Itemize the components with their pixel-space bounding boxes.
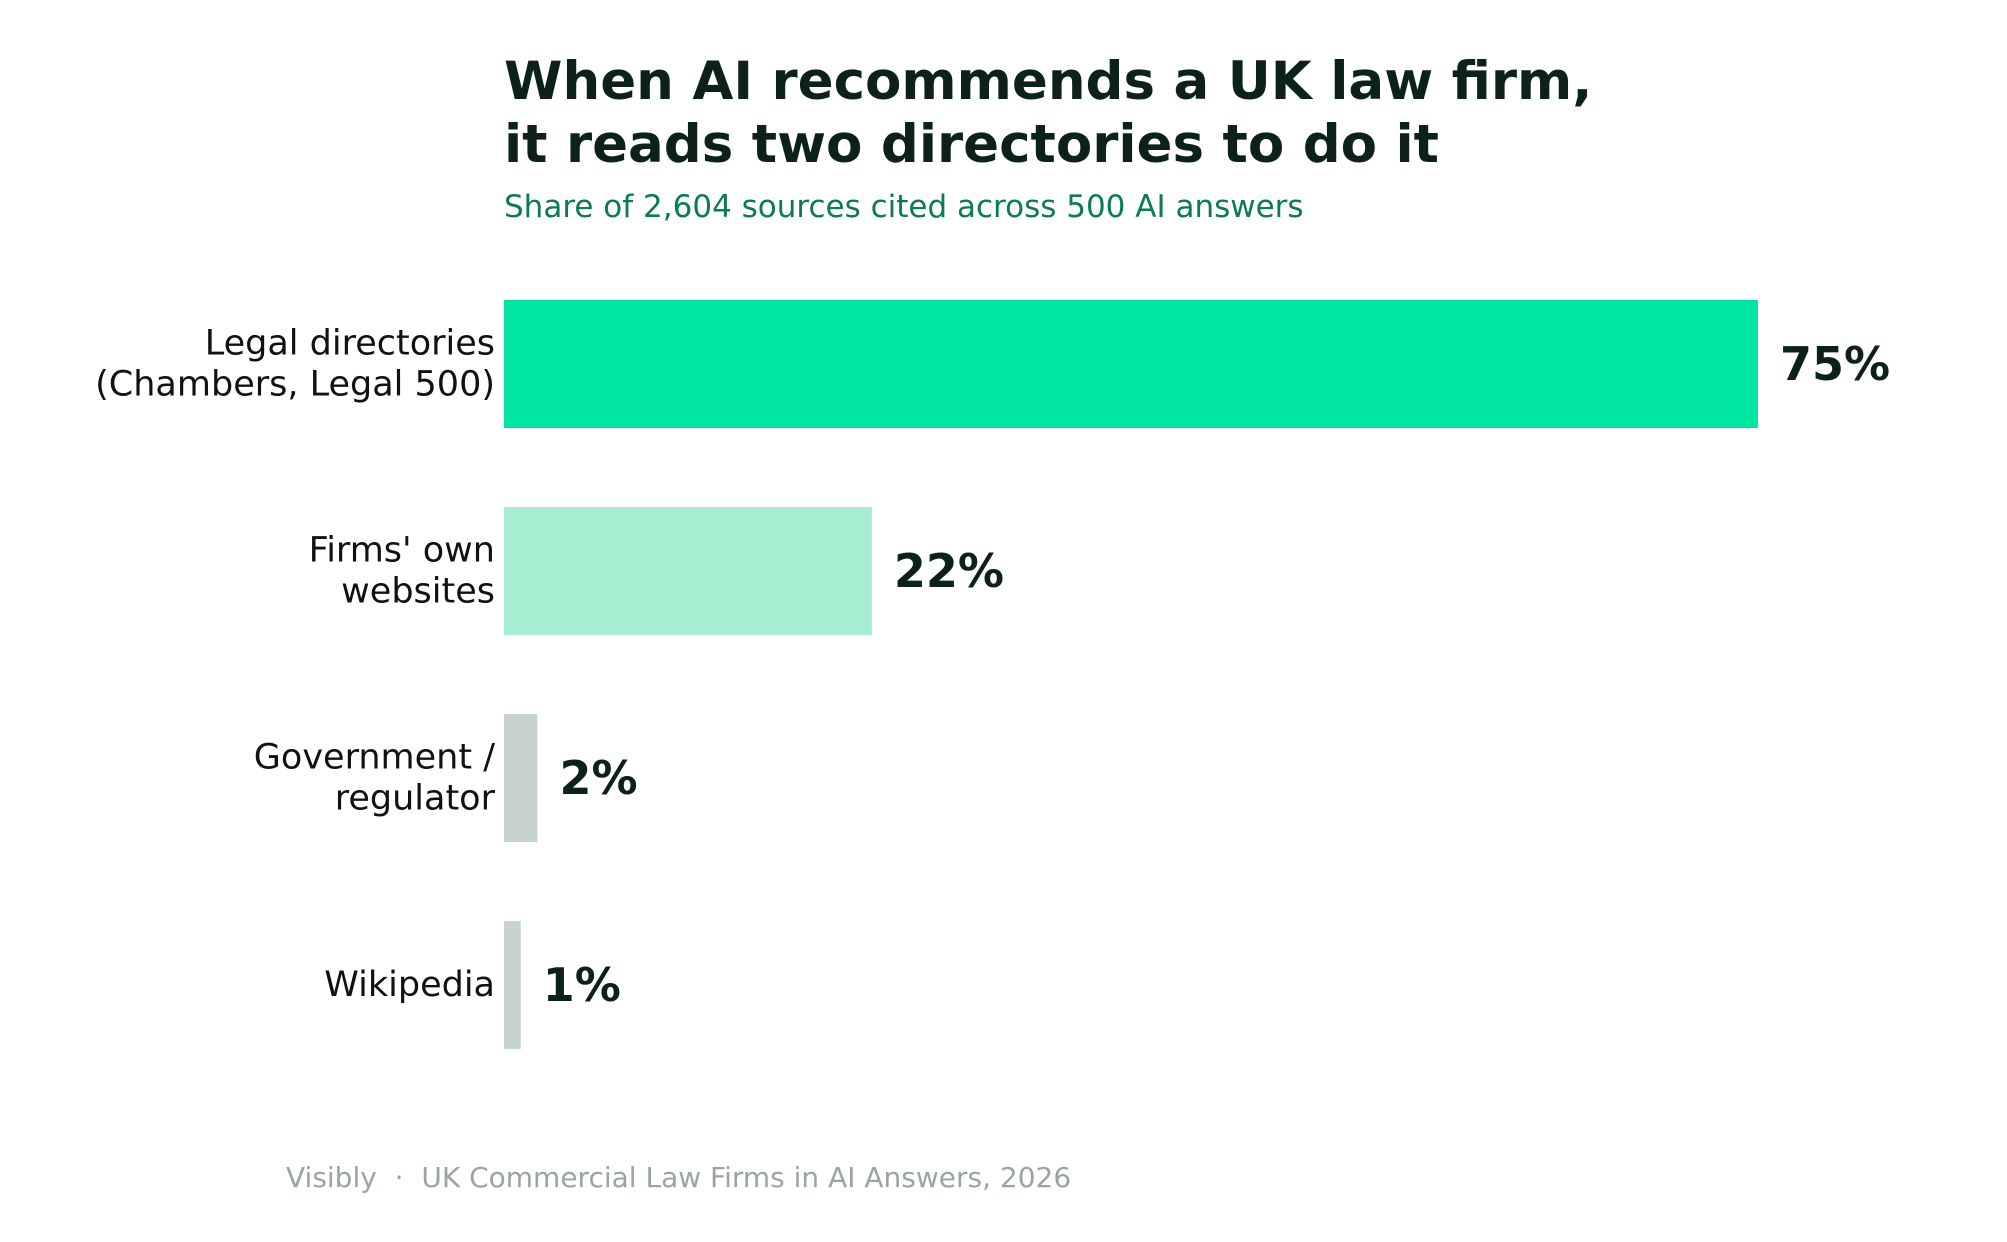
report-name: UK Commercial Law Firms in AI Answers, 2… xyxy=(421,1161,1072,1194)
chart-title-line-2: it reads two directories to do it xyxy=(504,114,1440,175)
chart-title-line-1: When AI recommends a UK law firm, xyxy=(504,51,1593,112)
value-label-1: 75% xyxy=(1780,337,1890,391)
category-label-1-line-1: Legal directories xyxy=(205,324,495,364)
bar-4 xyxy=(504,921,521,1049)
bar-2 xyxy=(504,507,872,635)
source-name: Visibly xyxy=(286,1161,377,1194)
value-label-2: 22% xyxy=(894,544,1004,598)
chart-title: When AI recommends a UK law firm, it rea… xyxy=(504,50,1592,176)
category-label-4: Wikipedia xyxy=(324,965,495,1005)
category-label-1-line-2: (Chambers, Legal 500) xyxy=(95,365,495,405)
chart-subtitle: Share of 2,604 sources cited across 500 … xyxy=(504,189,1304,225)
value-label-4: 1% xyxy=(543,958,621,1012)
value-label-3: 2% xyxy=(559,751,637,805)
category-label-3-line-1: Government / xyxy=(254,738,495,778)
category-label-2-line-2: websites xyxy=(341,572,495,612)
category-label-3-line-2: regulator xyxy=(335,779,496,819)
footer-separator: · xyxy=(394,1161,404,1194)
category-label-2-line-1: Firms' own xyxy=(309,531,495,571)
source-footer: Visibly · UK Commercial Law Firms in AI … xyxy=(286,1160,1071,1196)
bar-3 xyxy=(504,714,538,842)
bar-1 xyxy=(504,300,1758,428)
